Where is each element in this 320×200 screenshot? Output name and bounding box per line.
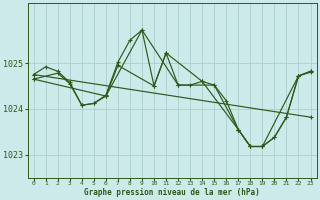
- X-axis label: Graphe pression niveau de la mer (hPa): Graphe pression niveau de la mer (hPa): [84, 188, 260, 197]
